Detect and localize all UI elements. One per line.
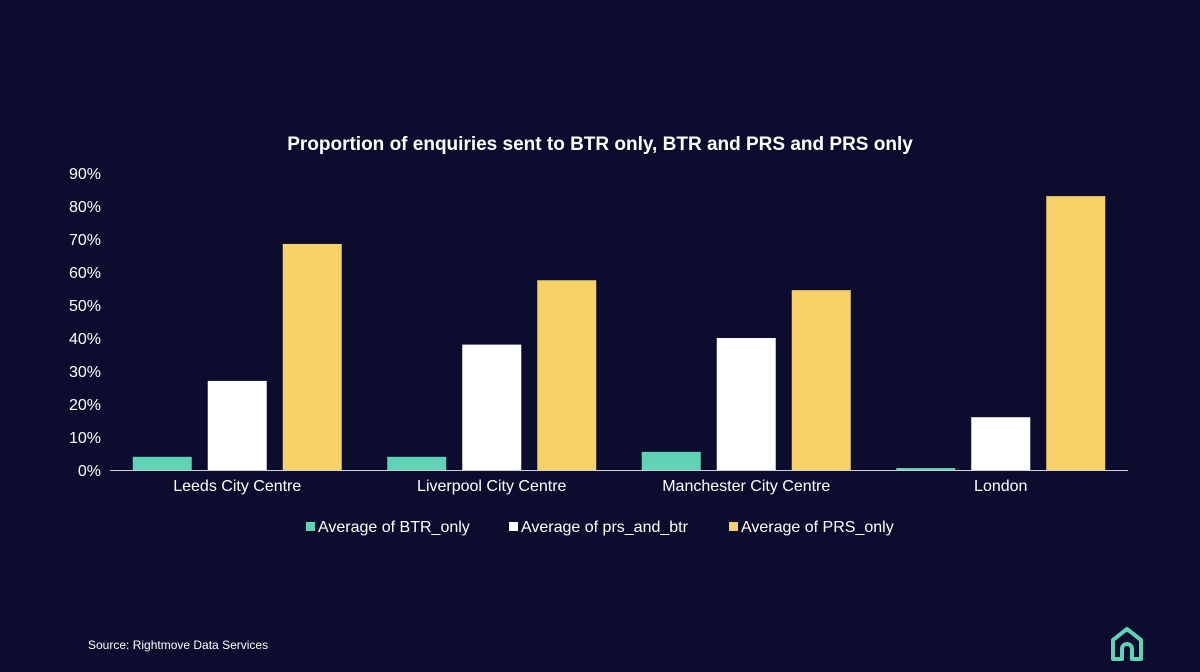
chart-title: Proportion of enquiries sent to BTR only… [287, 134, 913, 155]
y-axis: 0% 10% 20% 30% 40% 50% 60% 70% 80% 90% [69, 166, 101, 480]
legend: Average of BTR_only Average of prs_and_bt… [306, 519, 894, 536]
legend-swatch [729, 522, 738, 531]
y-tick-label: 10% [69, 430, 101, 447]
bar-average-of-prs-and-btr-0 [207, 380, 267, 470]
bar-average-of-prs-and-btr-1 [462, 344, 522, 470]
bar-average-of-prs-only-3 [1046, 196, 1106, 470]
x-category-label: Leeds City Centre [173, 478, 301, 495]
legend-label: Average of PRS_only [741, 519, 894, 536]
y-tick-label: 60% [69, 265, 101, 282]
bars [132, 196, 1106, 470]
x-category-label: Manchester City Centre [662, 478, 830, 495]
bar-average-of-btr-only-3 [896, 468, 956, 470]
bar-average-of-btr-only-2 [641, 451, 701, 470]
x-category-label: London [974, 478, 1027, 495]
y-tick-label: 80% [69, 199, 101, 216]
y-tick-label: 90% [69, 166, 101, 183]
bar-average-of-prs-only-1 [537, 280, 597, 470]
bar-average-of-prs-and-btr-3 [971, 417, 1031, 470]
bar-average-of-prs-and-btr-2 [716, 338, 776, 470]
y-tick-label: 0% [78, 463, 101, 480]
legend-swatch [509, 522, 518, 531]
house-logo-icon [1111, 627, 1143, 661]
legend-swatch [306, 522, 315, 531]
bar-average-of-prs-only-0 [282, 243, 342, 470]
legend-label: Average of prs_and_btr [521, 519, 689, 536]
bar-average-of-btr-only-1 [387, 456, 447, 470]
legend-label: Average of BTR_only [318, 519, 470, 536]
y-tick-label: 40% [69, 331, 101, 348]
y-tick-label: 50% [69, 298, 101, 315]
x-category-label: Liverpool City Centre [417, 478, 567, 495]
y-tick-label: 70% [69, 232, 101, 249]
y-tick-label: 20% [69, 397, 101, 414]
x-axis: Leeds City Centre Liverpool City Centre Ma… [110, 470, 1128, 495]
y-tick-label: 30% [69, 364, 101, 381]
bar-average-of-prs-only-2 [791, 290, 851, 470]
bar-average-of-btr-only-0 [132, 456, 192, 470]
source-note: Source: Rightmove Data Services [88, 638, 269, 652]
